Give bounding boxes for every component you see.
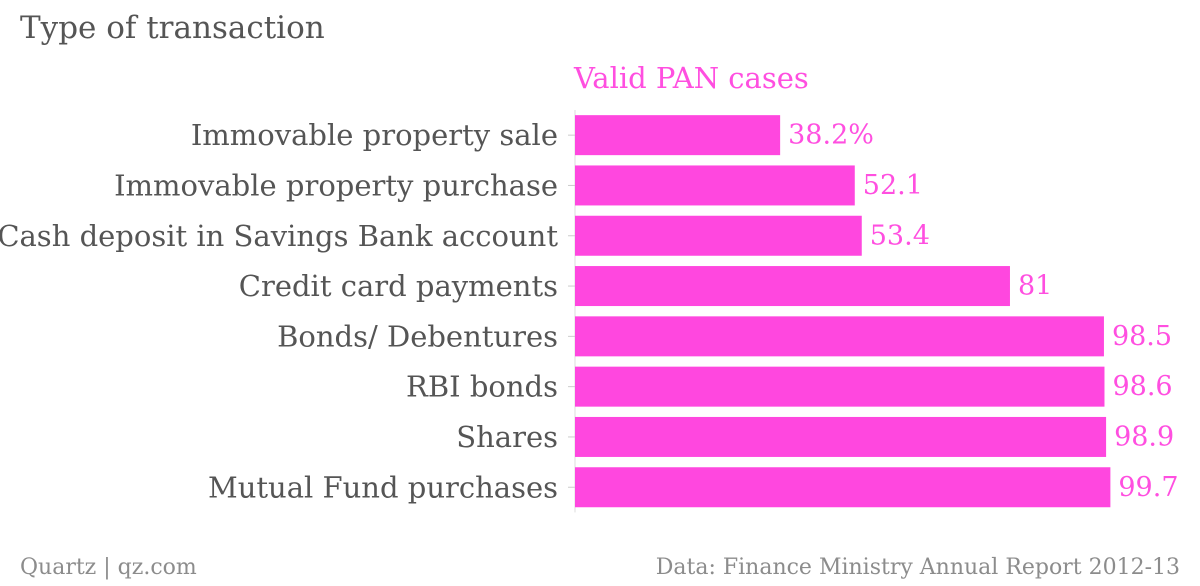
bar-value-label: 38.2% [788,120,874,151]
series-label: Valid PAN cases [574,61,809,95]
category-label: Cash deposit in Savings Bank account [0,219,558,253]
category-label: Bonds/ Debentures [277,319,558,353]
bar [575,467,1111,508]
bar-value-label: 98.6 [1112,371,1172,402]
category-label: Credit card payments [239,269,558,303]
category-label: RBI bonds [406,370,558,404]
chart-title: Type of transaction [20,10,325,46]
bar-value-label: 53.4 [870,220,930,251]
bar-value-label: 81 [1018,271,1052,302]
bar-value-label: 98.9 [1114,421,1174,452]
bar [575,416,1107,457]
footer-source-brand: Quartz | qz.com [20,555,197,580]
bar [575,266,1010,307]
bar-value-label: 52.1 [863,170,923,201]
category-label: Mutual Fund purchases [208,470,558,504]
bar-value-label: 98.5 [1112,321,1172,352]
bar [575,165,855,206]
bar [575,366,1105,407]
bar [575,115,781,156]
category-label: Immovable property sale [191,118,558,152]
footer-data-source: Data: Finance Ministry Annual Report 201… [655,555,1180,580]
category-label: Shares [456,420,558,454]
category-label: Immovable property purchase [114,168,558,202]
bar-value-label: 99.7 [1118,472,1178,503]
bar [575,215,862,256]
bars-layer: Immovable property sale 38.2% Immovable pr… [0,110,1179,513]
bar [575,316,1104,357]
